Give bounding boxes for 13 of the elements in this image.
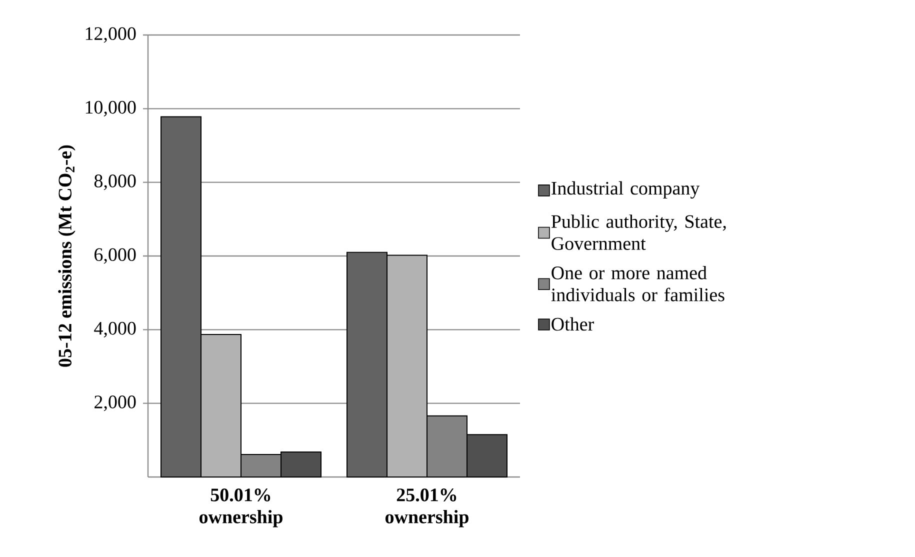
y-tick-label: 2,000 — [94, 396, 136, 412]
legend-label: Other — [552, 317, 594, 331]
y-tick-label: 4,000 — [94, 322, 136, 338]
x-tick-label: 50.01% ownership — [199, 488, 282, 528]
legend-label: Public authority, State, Government — [551, 214, 726, 250]
y-tick-label: 12,000 — [86, 27, 136, 43]
legend-label: One or more named individuals or families — [551, 266, 724, 302]
x-tick-label: 25.01% ownership — [385, 488, 468, 528]
y-tick-label: 8,000 — [94, 174, 136, 190]
y-tick-label: 6,000 — [94, 248, 136, 264]
y-tick-label: 10,000 — [86, 100, 136, 116]
legend-label: Industrial company — [552, 181, 700, 199]
y-axis-title: 05-12 emissions (Mt CO$_{2}$-e) — [58, 145, 76, 367]
